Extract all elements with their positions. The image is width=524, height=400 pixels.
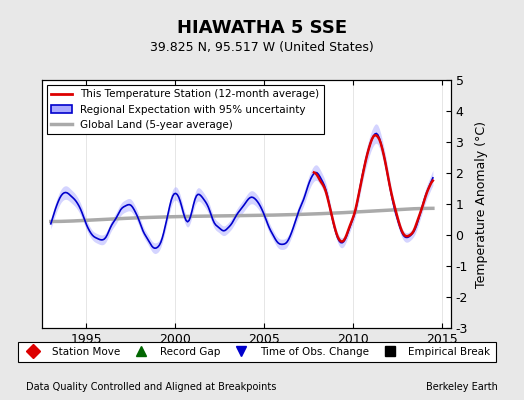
Legend: This Temperature Station (12-month average), Regional Expectation with 95% uncer: This Temperature Station (12-month avera…	[47, 85, 324, 134]
Y-axis label: Temperature Anomaly (°C): Temperature Anomaly (°C)	[475, 120, 488, 288]
Text: Berkeley Earth: Berkeley Earth	[426, 382, 498, 392]
Text: HIAWATHA 5 SSE: HIAWATHA 5 SSE	[177, 19, 347, 37]
Text: Data Quality Controlled and Aligned at Breakpoints: Data Quality Controlled and Aligned at B…	[26, 382, 277, 392]
Text: 39.825 N, 95.517 W (United States): 39.825 N, 95.517 W (United States)	[150, 42, 374, 54]
Legend: Station Move, Record Gap, Time of Obs. Change, Empirical Break: Station Move, Record Gap, Time of Obs. C…	[18, 342, 496, 362]
